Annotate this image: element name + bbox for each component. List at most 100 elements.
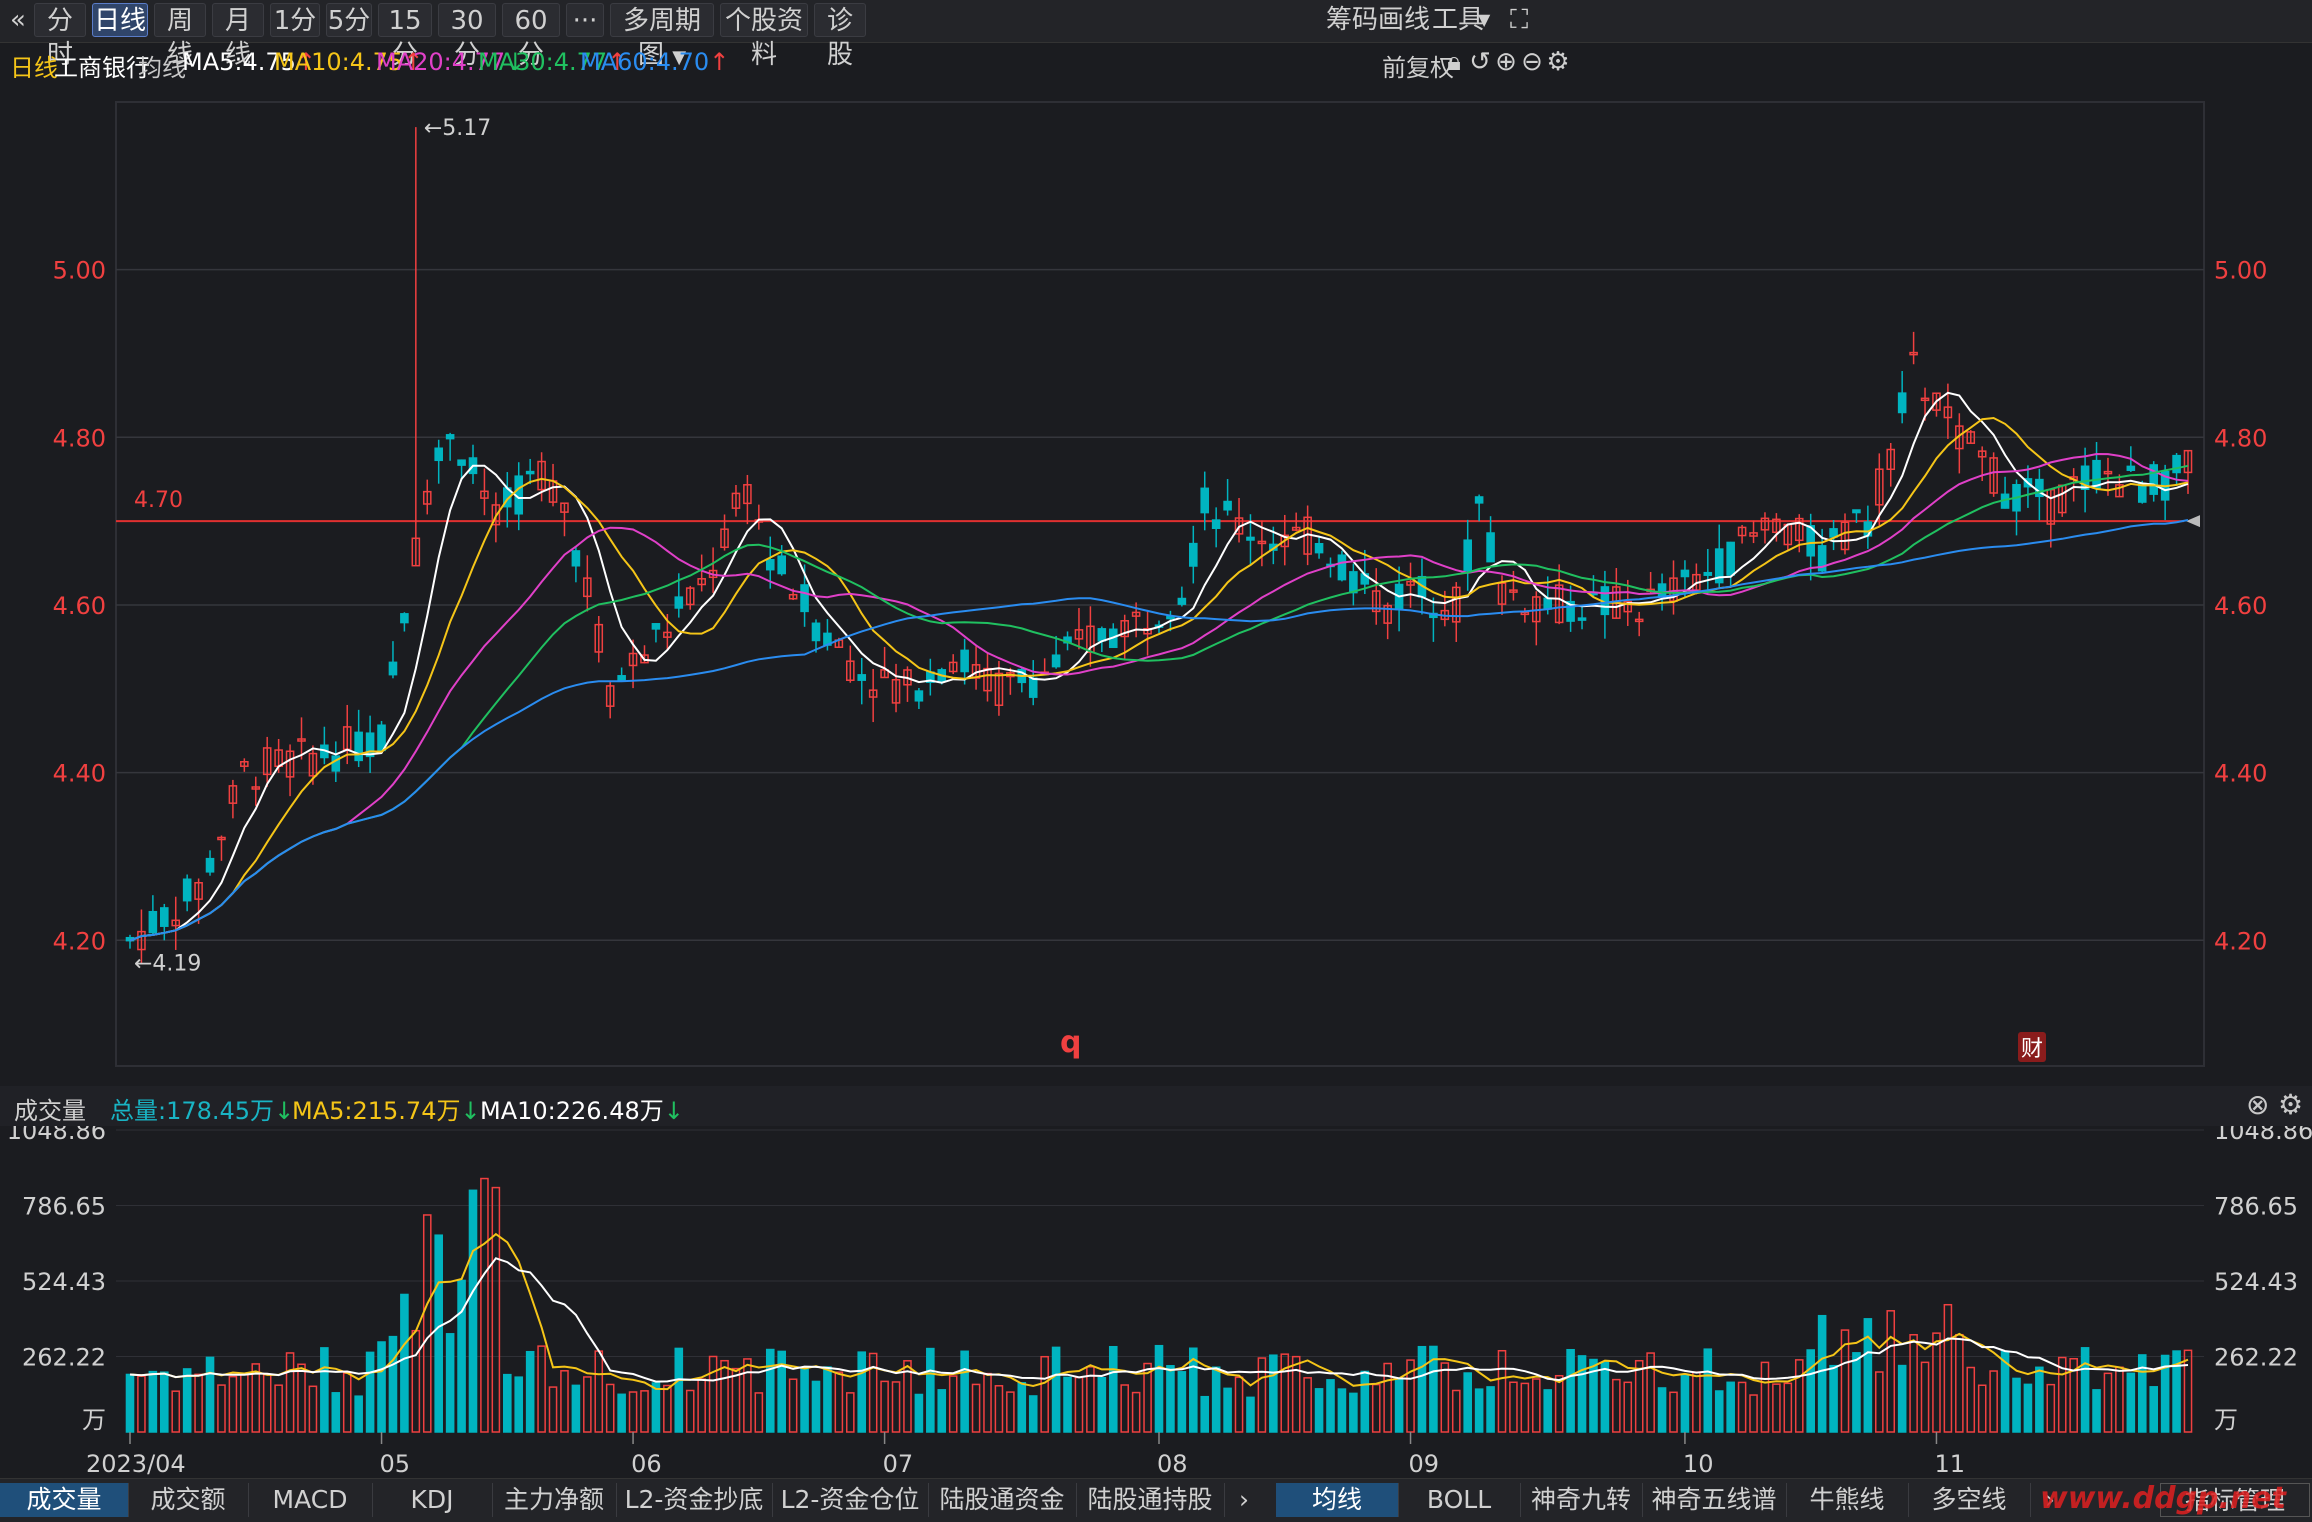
volume-bar (857, 1351, 867, 1433)
finance-marker: 财 (2021, 1037, 2043, 1062)
tab-ma[interactable]: 均线 (1276, 1483, 1399, 1517)
volume-bar (422, 1214, 432, 1433)
fullscreen-icon[interactable]: ⛶ (1510, 5, 1529, 35)
volume-bar (1120, 1384, 1129, 1433)
draw-button[interactable]: 画线 (1378, 5, 1431, 35)
tab-hk-connect-holdings[interactable]: 陆股通持股 (1076, 1483, 1225, 1517)
x-tick-label: 11 (1934, 1450, 1965, 1478)
volume-bar (1326, 1379, 1335, 1433)
tab-hk-connect-funds[interactable]: 陆股通资金 (928, 1483, 1077, 1517)
volume-bar (1257, 1357, 1267, 1433)
caret-down-icon[interactable]: ▼ (1478, 10, 1491, 29)
volume-bar (331, 1392, 341, 1433)
close-icon[interactable]: ⊗ (2246, 1088, 2270, 1121)
candle-body (1337, 554, 1347, 581)
volume-bar (1600, 1361, 1610, 1433)
tab-magic-nine[interactable]: 神奇九转 (1520, 1483, 1643, 1517)
candle-body (1875, 468, 1884, 506)
volume-bar (640, 1390, 649, 1433)
candle-body (1349, 571, 1358, 594)
candle-body (914, 690, 924, 702)
tab-amount[interactable]: 成交额 (128, 1483, 249, 1517)
period-button[interactable]: 30分 (438, 3, 496, 70)
candle-body (617, 675, 626, 682)
volume-bar (274, 1384, 283, 1433)
volume-bar (1863, 1318, 1873, 1433)
candle-body (388, 661, 398, 676)
lock-icon[interactable]: 🔒︎ (1447, 47, 1461, 77)
period-button[interactable]: 5分 (326, 3, 372, 37)
volume-bar (1086, 1366, 1095, 1433)
volume-bar (308, 1385, 318, 1433)
candle-body (217, 836, 226, 841)
tab-kdj[interactable]: KDJ (372, 1483, 493, 1517)
tab-long-short[interactable]: 多空线 (1908, 1483, 2031, 1517)
chevron-right-icon[interactable]: › (1239, 1485, 1249, 1514)
period-button[interactable]: 1分 (270, 3, 320, 37)
back-icon[interactable]: « (10, 5, 26, 35)
volume-bar (1337, 1388, 1347, 1433)
candle-body (1131, 611, 1141, 617)
volume-chart[interactable]: 262.22 262.22 524.43 524.43 786.65 786.65 1048… (0, 1126, 2312, 1478)
tab-l2-position[interactable]: L2-资金仓位 (772, 1483, 929, 1517)
candle-body (2080, 465, 2090, 490)
zoom-in-icon[interactable]: ⊕ (1495, 47, 1517, 77)
volume-bar (285, 1352, 295, 1433)
volume-bar (2126, 1372, 2136, 1433)
adjust-mode[interactable]: 前复权 (1382, 54, 1454, 82)
tab-macd[interactable]: MACD (248, 1483, 373, 1517)
multi-period-dropdown[interactable]: 多周期图 ▼ (610, 3, 714, 70)
volume-label[interactable]: 成交量 (14, 1097, 86, 1125)
stock-info-button[interactable]: 个股资料 (720, 3, 808, 70)
period-button[interactable]: 分时 (34, 3, 86, 70)
undo-icon[interactable]: ↺ (1469, 47, 1491, 77)
volume-bar (605, 1383, 615, 1433)
chips-button[interactable]: 筹码 (1326, 5, 1379, 35)
tab-volume[interactable]: 成交量 (0, 1483, 129, 1517)
candle-body (1657, 583, 1667, 598)
volume-bar (1051, 1346, 1061, 1433)
period-button-active[interactable]: 日线 (92, 3, 148, 37)
candle-body (674, 596, 684, 609)
tab-main-net[interactable]: 主力净额 (492, 1483, 617, 1517)
volume-bar (1177, 1371, 1187, 1433)
tab-magic-five[interactable]: 神奇五线谱 (1642, 1483, 1787, 1517)
candle-body (137, 930, 146, 951)
stock-name[interactable]: 工商银行 (54, 54, 150, 82)
gear-icon[interactable]: ⚙ (2278, 1088, 2304, 1121)
candle-body (1486, 532, 1495, 563)
candle-body (777, 555, 786, 575)
candle-body (811, 622, 821, 642)
volume-tick-label-left: 262.22 (22, 1343, 106, 1371)
period-button[interactable]: 60分 (502, 3, 560, 70)
volume-bar (1932, 1332, 1941, 1433)
indicator-manage-button[interactable]: 指标管理 (2160, 1483, 2310, 1517)
period-button[interactable]: 15分 (378, 3, 432, 70)
more-button[interactable]: ··· (566, 3, 604, 37)
candle-body (445, 434, 455, 440)
zoom-out-icon[interactable]: ⊖ (1521, 47, 1543, 77)
volume-bar (903, 1360, 912, 1433)
volume-bar (1028, 1395, 1038, 1433)
diagnose-button[interactable]: 诊股 (814, 3, 866, 70)
gear-icon[interactable]: ⚙ (1546, 47, 1570, 77)
tab-bull-bear[interactable]: 牛熊线 (1786, 1483, 1909, 1517)
price-chart[interactable]: 4.20 4.20 4.40 4.40 4.60 4.60 4.80 4.80 5.00 5.00… (0, 86, 2312, 1086)
price-tick-label-right: 4.60 (2214, 592, 2267, 620)
volume-tick-label-left: 524.43 (22, 1268, 106, 1296)
tab-boll[interactable]: BOLL (1398, 1483, 1521, 1517)
volume-bar (1497, 1349, 1507, 1433)
tools-button[interactable]: 工具 (1432, 5, 1485, 35)
volume-bar (2115, 1366, 2124, 1433)
ma-label[interactable]: 均线 (138, 54, 186, 82)
chevron-right-icon[interactable]: › (2045, 1485, 2055, 1514)
tab-l2-bottom[interactable]: L2-资金抄底 (616, 1483, 773, 1517)
candle-body (720, 528, 729, 549)
arrow-up-icon: ↑ (709, 48, 730, 76)
period-button[interactable]: 周线 (154, 3, 206, 70)
volume-bar (1714, 1390, 1724, 1433)
volume-bar (1920, 1361, 1930, 1433)
candle-body (1794, 517, 1804, 542)
volume-bar (1532, 1378, 1541, 1433)
period-button[interactable]: 月线 (212, 3, 264, 70)
